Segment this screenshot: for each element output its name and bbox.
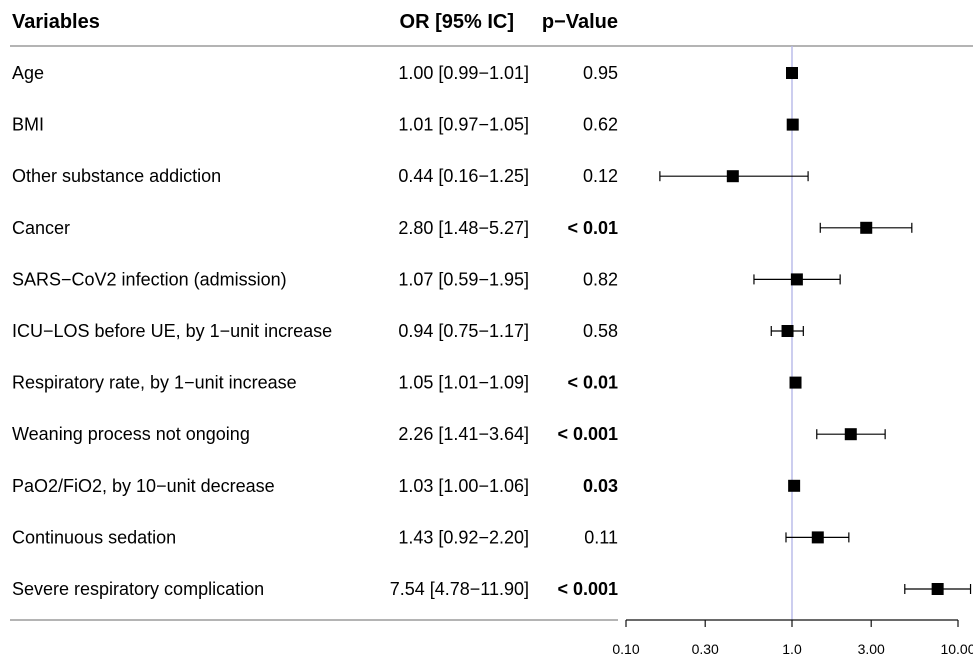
forest-row: BMI 1.01 [0.97−1.05] 0.62 [12, 115, 799, 135]
or-ci-text: 2.26 [1.41−3.64] [398, 424, 529, 444]
or-point [788, 479, 801, 492]
or-point [790, 273, 803, 286]
forest-row: Weaning process not ongoing 2.26 [1.41−3.… [12, 424, 886, 444]
or-ci-text: 1.43 [0.92−2.20] [398, 527, 529, 547]
p-value-text: 0.95 [583, 63, 618, 83]
row-label: SARS−CoV2 infection (admission) [12, 269, 287, 289]
p-value-text: < 0.001 [557, 579, 618, 599]
p-value-text: 0.82 [583, 269, 618, 289]
header-or: OR [95% IC] [400, 11, 514, 33]
or-ci-text: 1.00 [0.99−1.01] [398, 63, 529, 83]
x-tick-label: 1.0 [782, 641, 802, 657]
forest-row: ICU−LOS before UE, by 1−unit increase 0.9… [12, 321, 804, 341]
or-point [860, 221, 873, 234]
row-label: Other substance addiction [12, 166, 221, 186]
p-value-text: < 0.001 [557, 424, 618, 444]
or-ci-text: 2.80 [1.48−5.27] [398, 218, 529, 238]
forest-row: Severe respiratory complication 7.54 [4.7… [12, 579, 972, 599]
forest-row: Age 1.00 [0.99−1.01] 0.95 [12, 63, 798, 83]
row-label: Continuous sedation [12, 527, 176, 547]
or-point [726, 170, 739, 183]
forest-row: SARS−CoV2 infection (admission) 1.07 [0.5… [12, 269, 841, 289]
or-point [844, 428, 857, 441]
or-point [786, 118, 799, 131]
forest-row: Cancer 2.80 [1.48−5.27] < 0.01 [12, 218, 913, 238]
header-pvalue: p−Value [542, 11, 618, 33]
or-point [811, 531, 824, 544]
row-label: Weaning process not ongoing [12, 424, 250, 444]
or-point [786, 67, 798, 79]
row-label: ICU−LOS before UE, by 1−unit increase [12, 321, 332, 341]
or-ci-text: 0.44 [0.16−1.25] [398, 166, 529, 186]
or-point [931, 583, 944, 595]
or-ci-text: 1.01 [0.97−1.05] [398, 115, 529, 135]
p-value-text: < 0.01 [567, 218, 618, 238]
row-label: Severe respiratory complication [12, 579, 264, 599]
row-label: Respiratory rate, by 1−unit increase [12, 373, 297, 393]
forest-row: PaO2/FiO2, by 10−unit decrease 1.03 [1.00… [12, 476, 801, 496]
x-axis: 0.10 0.30 1.0 3.00 10.00 [612, 619, 973, 657]
forest-row: Respiratory rate, by 1−unit increase 1.05… [12, 373, 802, 393]
row-label: Cancer [12, 218, 70, 238]
p-value-text: 0.03 [583, 476, 618, 496]
forest-row: Continuous sedation 1.43 [0.92−2.20] 0.11 [12, 527, 850, 547]
forest-row: Other substance addiction 0.44 [0.16−1.25… [12, 166, 809, 186]
p-value-text: < 0.01 [567, 373, 618, 393]
p-value-text: 0.62 [583, 115, 618, 135]
or-point [789, 376, 802, 389]
x-tick-label: 10.00 [940, 641, 973, 657]
x-tick-label: 0.30 [692, 641, 719, 657]
rows: Age 1.00 [0.99−1.01] 0.95 BMI 1.01 [0.97−1.0… [12, 63, 972, 599]
x-tick-label: 3.00 [858, 641, 885, 657]
header-variables: Variables [12, 11, 100, 33]
or-ci-text: 0.94 [0.75−1.17] [398, 321, 529, 341]
p-value-text: 0.12 [583, 166, 618, 186]
row-label: Age [12, 63, 44, 83]
p-value-text: 0.58 [583, 321, 618, 341]
or-ci-text: 1.07 [0.59−1.95] [398, 269, 529, 289]
row-label: BMI [12, 115, 44, 135]
x-tick-label: 0.10 [612, 641, 639, 657]
p-value-text: 0.11 [584, 527, 618, 547]
or-ci-text: 7.54 [4.78−11.90] [390, 579, 529, 599]
or-point [781, 325, 794, 337]
row-label: PaO2/FiO2, by 10−unit decrease [12, 476, 275, 496]
or-ci-text: 1.05 [1.01−1.09] [398, 373, 529, 393]
or-ci-text: 1.03 [1.00−1.06] [398, 476, 529, 496]
